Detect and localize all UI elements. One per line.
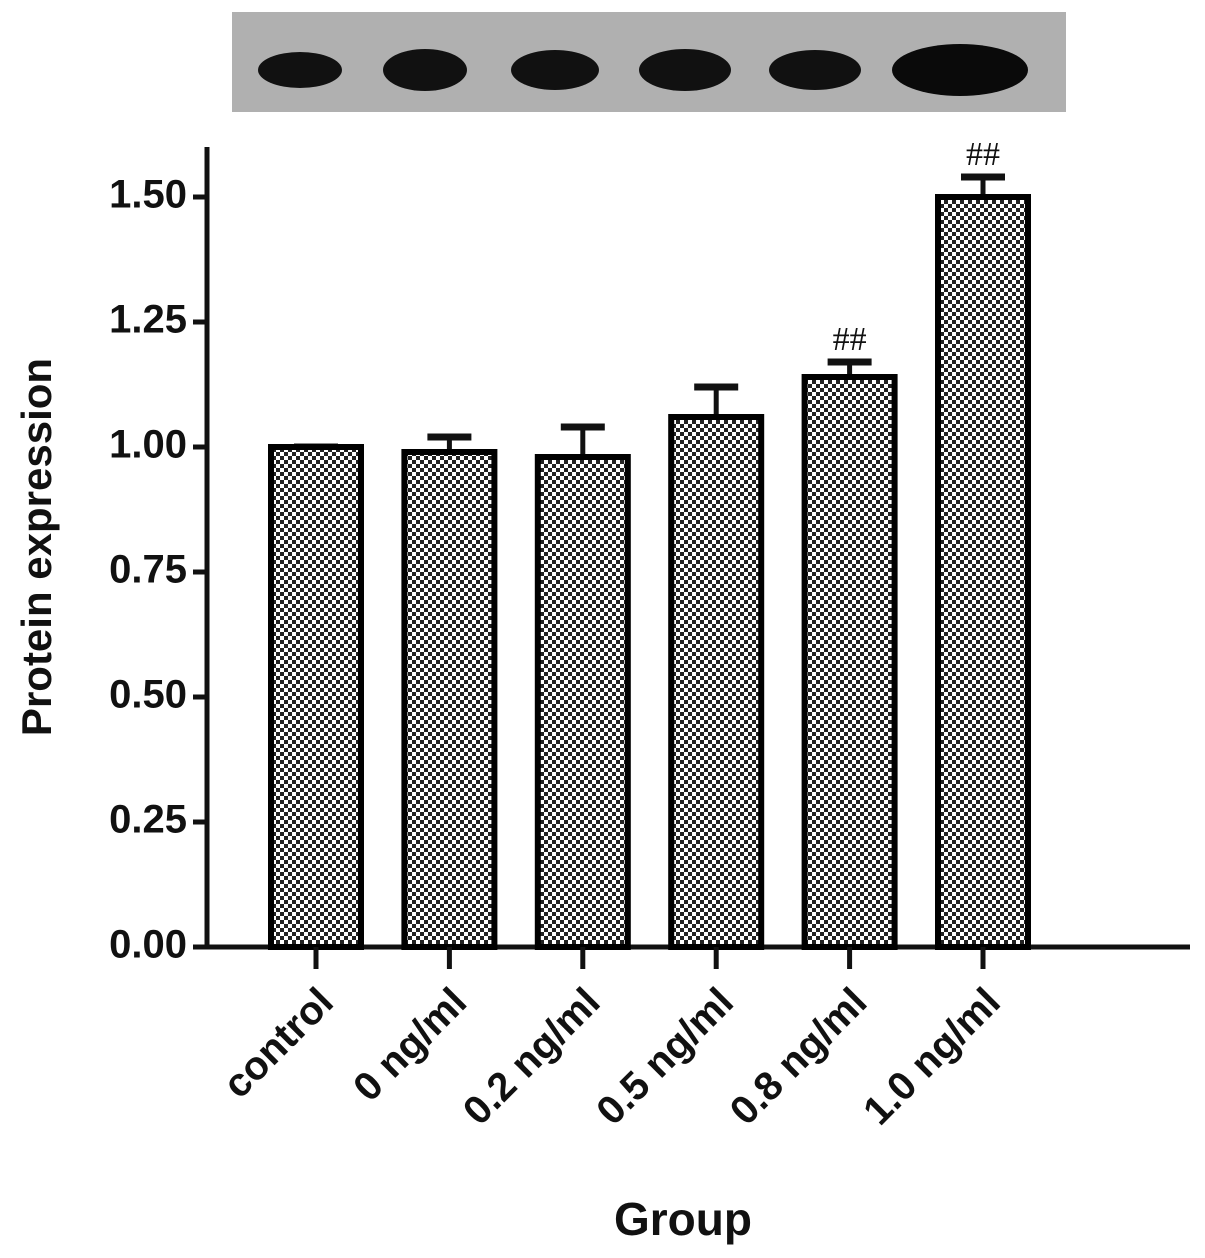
annotation: ## [966, 136, 1000, 173]
bar [668, 414, 765, 950]
bar [268, 444, 364, 950]
bar [401, 449, 498, 950]
y-axis-title: Protein expression [13, 358, 60, 736]
bar [534, 454, 631, 950]
x-tick-label: 0.5 ng/ml [588, 980, 742, 1134]
y-tick-label: 1.50 [109, 173, 187, 217]
y-tick-label: 0.75 [109, 548, 187, 592]
y-tick-label: 0.50 [109, 673, 187, 717]
bar [935, 194, 1031, 950]
x-tick-label: 1.0 ng/ml [855, 980, 1009, 1134]
x-tick-label: 0.2 ng/ml [455, 980, 609, 1134]
y-tick-label: 0.00 [109, 923, 187, 967]
y-tick-label: 1.00 [109, 423, 187, 467]
x-axis-title: Group [614, 1193, 752, 1245]
x-tick-label: 0 ng/ml [345, 980, 475, 1110]
annotation: ## [833, 321, 867, 358]
x-tick-label: 0.8 ng/ml [722, 980, 876, 1134]
bar [801, 374, 898, 950]
western-blot [232, 12, 1066, 112]
y-tick-label: 0.25 [109, 798, 187, 842]
y-tick-label: 1.25 [109, 298, 187, 342]
x-tick-label: control [215, 980, 342, 1107]
